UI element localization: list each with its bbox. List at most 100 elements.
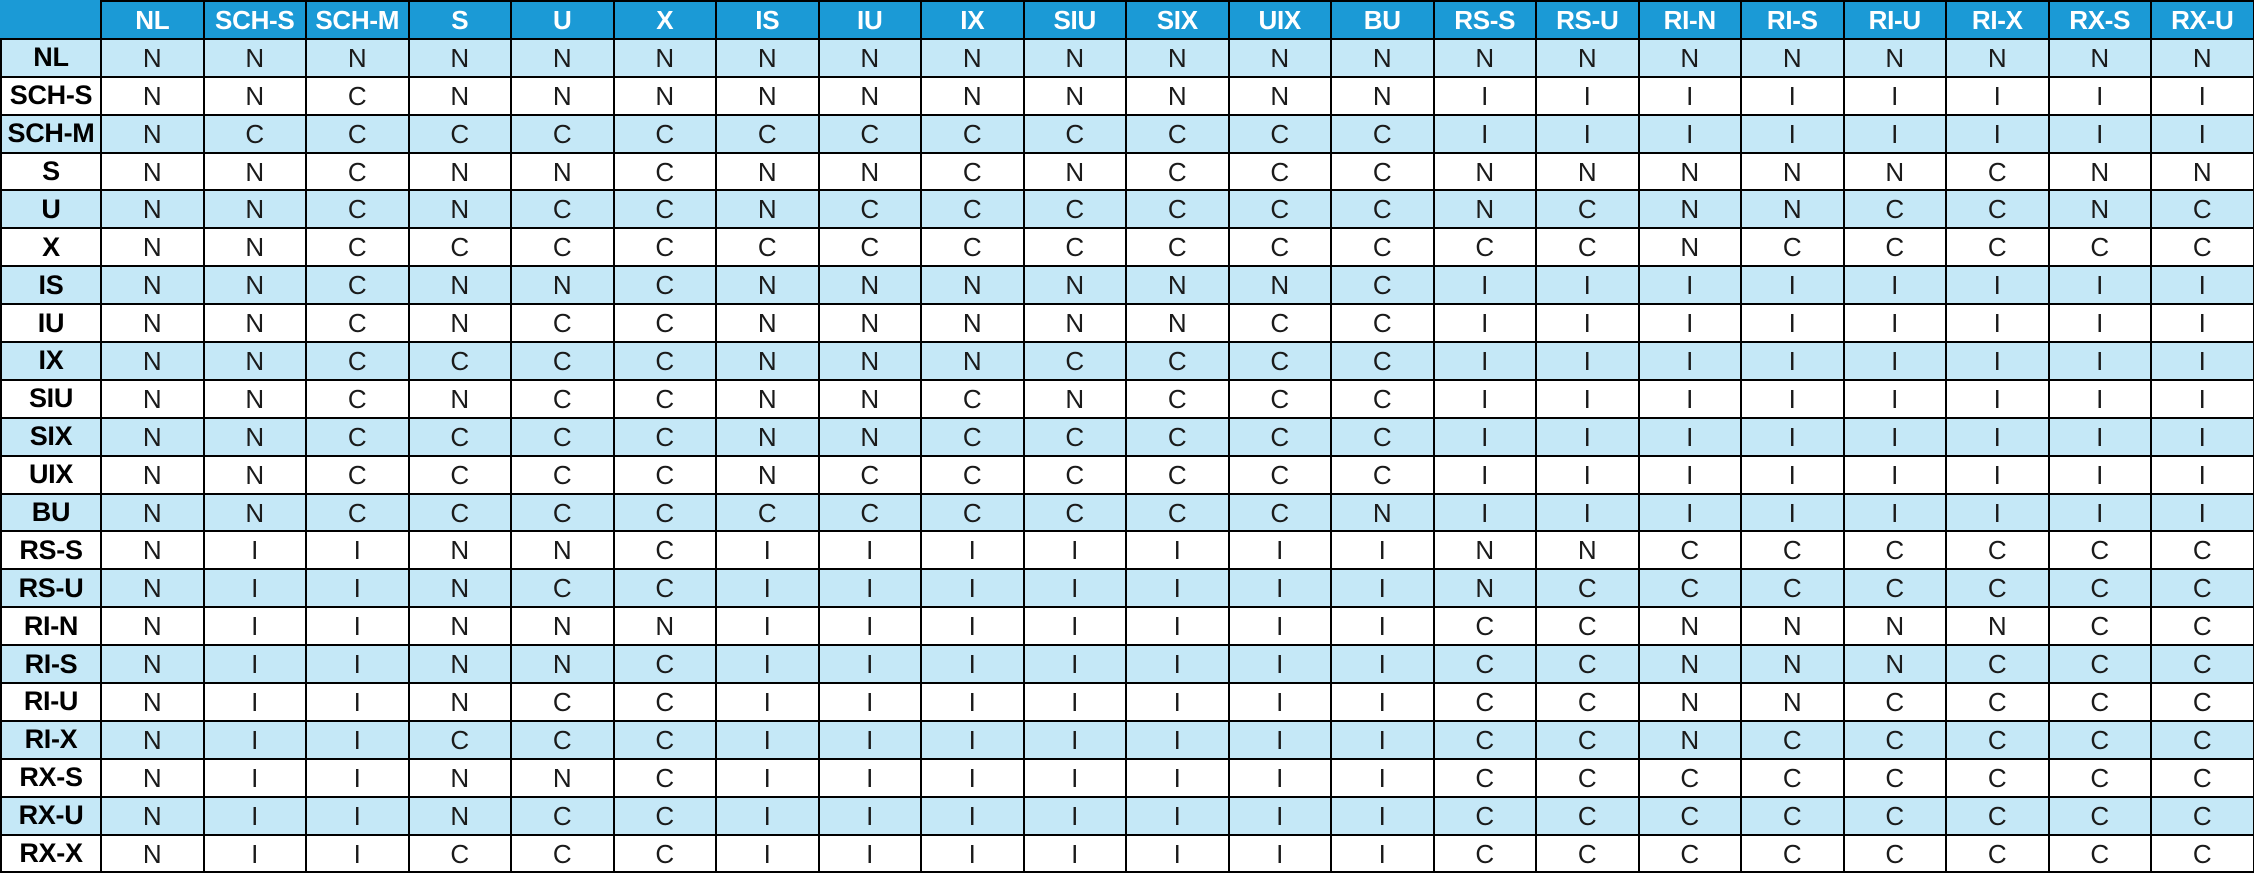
cell-rs-u-ri-u: C [1844, 569, 1947, 607]
row-header-uix[interactable]: UIX [1, 456, 101, 494]
cell-is-uix: N [1229, 266, 1332, 304]
column-header-ri-n[interactable]: RI-N [1639, 1, 1742, 39]
cell-u-sch-s: N [204, 190, 307, 228]
column-header-nl[interactable]: NL [101, 1, 204, 39]
cell-rx-u-sch-m: I [306, 797, 409, 835]
cell-ri-n-nl: N [101, 607, 204, 645]
row-header-ri-u[interactable]: RI-U [1, 683, 101, 721]
cell-sch-s-nl: N [101, 77, 204, 115]
column-header-rs-s[interactable]: RS-S [1434, 1, 1537, 39]
cell-sch-s-sch-s: N [204, 77, 307, 115]
cell-s-sch-s: N [204, 153, 307, 191]
column-header-sch-s[interactable]: SCH-S [204, 1, 307, 39]
row-header-ri-x[interactable]: RI-X [1, 721, 101, 759]
cell-s-bu: C [1331, 153, 1434, 191]
cell-ri-s-iu: I [819, 645, 922, 683]
cell-ri-s-uix: I [1229, 645, 1332, 683]
cell-siu-iu: N [819, 380, 922, 418]
cell-ri-x-siu: I [1024, 721, 1127, 759]
cell-ri-x-bu: I [1331, 721, 1434, 759]
row-header-rx-s[interactable]: RX-S [1, 759, 101, 797]
column-header-s[interactable]: S [409, 1, 512, 39]
cell-is-rs-s: I [1434, 266, 1537, 304]
cell-ri-u-rx-s: C [2049, 683, 2152, 721]
cell-s-ri-s: N [1741, 153, 1844, 191]
cell-iu-rx-u: I [2151, 304, 2254, 342]
row-header-rs-s[interactable]: RS-S [1, 531, 101, 569]
column-header-rx-s[interactable]: RX-S [2049, 1, 2152, 39]
column-header-ri-s[interactable]: RI-S [1741, 1, 1844, 39]
cell-ri-s-sch-m: I [306, 645, 409, 683]
cell-ri-u-s: N [409, 683, 512, 721]
cell-bu-bu: N [1331, 494, 1434, 532]
row-header-ri-n[interactable]: RI-N [1, 607, 101, 645]
cell-rx-x-s: C [409, 835, 512, 873]
row-header-iu[interactable]: IU [1, 304, 101, 342]
row-header-nl[interactable]: NL [1, 39, 101, 77]
cell-bu-sch-m: C [306, 494, 409, 532]
cell-u-ri-x: C [1946, 190, 2049, 228]
cell-nl-s: N [409, 39, 512, 77]
cell-ri-u-u: C [511, 683, 614, 721]
column-header-siu[interactable]: SIU [1024, 1, 1127, 39]
cell-rs-u-s: N [409, 569, 512, 607]
column-header-uix[interactable]: UIX [1229, 1, 1332, 39]
cell-iu-rs-s: I [1434, 304, 1537, 342]
row-header-rs-u[interactable]: RS-U [1, 569, 101, 607]
column-header-ix[interactable]: IX [921, 1, 1024, 39]
cell-s-rx-u: N [2151, 153, 2254, 191]
cell-ri-s-u: N [511, 645, 614, 683]
row-header-x[interactable]: X [1, 228, 101, 266]
cell-s-rs-u: N [1536, 153, 1639, 191]
cell-nl-sch-m: N [306, 39, 409, 77]
cell-iu-ri-x: I [1946, 304, 2049, 342]
cell-uix-iu: C [819, 456, 922, 494]
column-header-rx-u[interactable]: RX-U [2151, 1, 2254, 39]
cell-siu-ri-s: I [1741, 380, 1844, 418]
cell-x-rs-u: C [1536, 228, 1639, 266]
column-header-sch-m[interactable]: SCH-M [306, 1, 409, 39]
row-header-sch-m[interactable]: SCH-M [1, 115, 101, 153]
cell-six-ri-u: I [1844, 418, 1947, 456]
cell-ri-s-rx-u: C [2151, 645, 2254, 683]
row-header-ix[interactable]: IX [1, 342, 101, 380]
column-header-six[interactable]: SIX [1126, 1, 1229, 39]
row-header-rx-u[interactable]: RX-U [1, 797, 101, 835]
row-header-bu[interactable]: BU [1, 494, 101, 532]
column-header-bu[interactable]: BU [1331, 1, 1434, 39]
cell-rx-s-is: I [716, 759, 819, 797]
row-header-six[interactable]: SIX [1, 418, 101, 456]
column-header-ri-u[interactable]: RI-U [1844, 1, 1947, 39]
cell-ix-sch-m: C [306, 342, 409, 380]
column-header-rs-u[interactable]: RS-U [1536, 1, 1639, 39]
column-header-iu[interactable]: IU [819, 1, 922, 39]
cell-ri-n-sch-m: I [306, 607, 409, 645]
row-header-sch-s[interactable]: SCH-S [1, 77, 101, 115]
cell-sch-s-x: N [614, 77, 717, 115]
row-header-is[interactable]: IS [1, 266, 101, 304]
column-header-ri-x[interactable]: RI-X [1946, 1, 2049, 39]
cell-rx-x-u: C [511, 835, 614, 873]
cell-ri-u-ix: I [921, 683, 1024, 721]
cell-is-ri-u: I [1844, 266, 1947, 304]
cell-sch-m-s: C [409, 115, 512, 153]
cell-sch-m-rs-s: I [1434, 115, 1537, 153]
cell-sch-m-u: C [511, 115, 614, 153]
column-header-u[interactable]: U [511, 1, 614, 39]
row-header-u[interactable]: U [1, 190, 101, 228]
table-row: RS-UNIINCCIIIIIIINCCCCCCCC [1, 569, 2254, 607]
cell-rx-x-sch-m: I [306, 835, 409, 873]
row-header-ri-s[interactable]: RI-S [1, 645, 101, 683]
column-header-is[interactable]: IS [716, 1, 819, 39]
cell-ri-s-siu: I [1024, 645, 1127, 683]
row-header-siu[interactable]: SIU [1, 380, 101, 418]
cell-siu-ix: C [921, 380, 1024, 418]
cell-rx-x-ri-s: C [1741, 835, 1844, 873]
row-header-rx-x[interactable]: RX-X [1, 835, 101, 873]
cell-uix-uix: C [1229, 456, 1332, 494]
column-header-x[interactable]: X [614, 1, 717, 39]
cell-rx-u-rs-s: C [1434, 797, 1537, 835]
row-header-s[interactable]: S [1, 153, 101, 191]
